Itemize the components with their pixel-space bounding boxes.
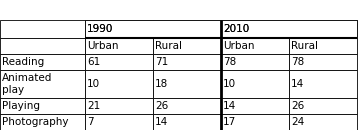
Bar	[221, 38, 289, 54]
Bar	[221, 20, 289, 38]
Text: 18: 18	[155, 79, 168, 89]
Bar	[153, 98, 221, 114]
Bar	[289, 114, 357, 130]
Bar	[221, 54, 289, 70]
Text: 26: 26	[155, 101, 168, 111]
Text: 1990: 1990	[87, 24, 113, 34]
Bar	[85, 70, 153, 98]
Text: 10: 10	[223, 79, 236, 89]
Text: Rural: Rural	[155, 41, 182, 51]
Bar	[289, 54, 357, 70]
Bar	[0, 98, 85, 114]
Bar	[0, 20, 85, 38]
Text: Animated
play: Animated play	[2, 73, 52, 95]
Text: 2010: 2010	[223, 24, 249, 34]
Bar	[0, 70, 85, 98]
Text: 61: 61	[87, 57, 100, 67]
Text: 14: 14	[223, 101, 236, 111]
Bar	[85, 20, 221, 38]
Bar	[289, 70, 357, 98]
Text: 10: 10	[87, 79, 100, 89]
Bar	[153, 38, 221, 54]
Text: 7: 7	[87, 117, 94, 127]
Text: 78: 78	[291, 57, 304, 67]
Text: 1990: 1990	[87, 24, 113, 34]
Text: Reading: Reading	[2, 57, 44, 67]
Text: Photography: Photography	[2, 117, 69, 127]
Text: 24: 24	[291, 117, 304, 127]
Text: 2010: 2010	[223, 24, 249, 34]
Bar	[85, 20, 153, 38]
Bar	[221, 114, 289, 130]
Text: Playing: Playing	[2, 101, 40, 111]
Text: 26: 26	[291, 101, 304, 111]
Text: 21: 21	[87, 101, 100, 111]
Bar	[289, 38, 357, 54]
Bar	[0, 38, 85, 54]
Bar	[153, 114, 221, 130]
Bar	[0, 54, 85, 70]
Text: Urban: Urban	[87, 41, 118, 51]
Text: 71: 71	[155, 57, 168, 67]
Bar	[221, 98, 289, 114]
Bar	[221, 70, 289, 98]
Bar	[85, 38, 153, 54]
Text: 14: 14	[155, 117, 168, 127]
Bar	[85, 54, 153, 70]
Bar	[85, 98, 153, 114]
Bar	[153, 20, 221, 38]
Bar	[221, 20, 357, 38]
Bar	[153, 54, 221, 70]
Text: Rural: Rural	[291, 41, 318, 51]
Text: 78: 78	[223, 57, 236, 67]
Bar	[0, 114, 85, 130]
Text: 14: 14	[291, 79, 304, 89]
Bar	[289, 20, 357, 38]
Bar	[153, 70, 221, 98]
Text: Urban: Urban	[223, 41, 254, 51]
Bar	[289, 98, 357, 114]
Bar	[85, 114, 153, 130]
Text: 17: 17	[223, 117, 236, 127]
